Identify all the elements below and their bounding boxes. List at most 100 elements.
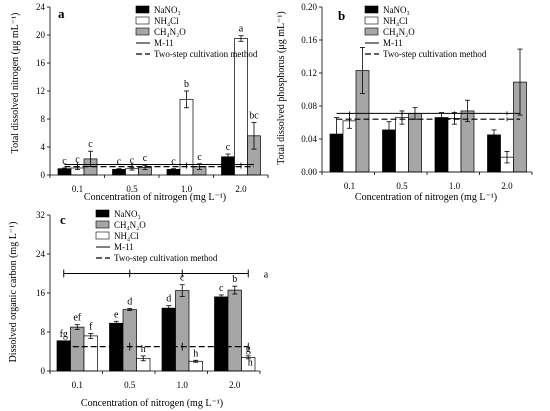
bar [408,113,422,173]
panel-a-label: a [58,6,65,21]
significance-letter: c [226,142,231,153]
panel-c: Dissolved organic carbon (mg L⁻¹) c 0 8 16… [8,209,269,409]
legend-label-m11: M-11 [114,242,134,252]
y-tick-label: 8 [41,327,46,337]
x-tick-label: 0.5 [126,184,138,194]
x-tick-label: 0.1 [344,181,355,191]
significance-letter: d [166,294,171,305]
significance-letter: a [264,270,269,281]
significance-letter: c [171,157,176,168]
panel-a-xticks: 0.1 0.5 1.0 2.0 [49,175,269,194]
significance-letter: b [232,274,237,285]
bar [447,118,462,173]
legend-swatch-nh4cl [135,16,150,25]
panel-c-label: c [60,212,66,227]
y-tick-label: 0 [41,170,46,180]
significance-letter: c [130,155,135,166]
significance-letter: h [248,357,253,368]
x-tick-label: 2.0 [501,181,513,191]
panel-a: Total dissolved nitrogen (μg mL⁻¹) a 0 4 8… [10,2,269,203]
significance-letter: d [127,297,132,308]
significance-letter: b [184,79,189,90]
significance-letter: c [117,157,122,168]
bar [487,134,501,173]
legend-label-nh4cl: NH₄Cl [154,16,179,26]
legend-swatch-nh4cl [95,231,110,240]
bar [395,117,409,173]
panel-c-error-bars [74,284,251,363]
significance-letter: c [180,273,185,284]
legend-label-nano3: NaNO₃ [154,5,181,15]
significance-letter: f [89,321,93,332]
bar [122,309,137,372]
panel-c-axes [49,215,260,372]
panel-b-xticks: 0.1 0.5 1.0 2.0 [321,172,533,191]
bar [214,296,229,372]
panel-c-legend: NaNO₃ CH₄N₂O NH₄Cl M-11 Two-step cultiva… [95,209,218,263]
x-tick-label: 0.5 [124,380,136,390]
legend-label-m11: M-11 [383,38,403,48]
bar [227,289,242,372]
bar [83,335,98,372]
y-tick-label: 0.00 [301,167,317,177]
legend-label-nano3: NaNO₃ [114,209,141,219]
panel-c-bars [56,289,256,372]
significance-letter: a [239,24,244,35]
y-tick-label: 4 [41,142,46,152]
panel-b: Total dissolved phosphorus (μg mL⁻¹) b 0… [276,2,533,203]
panel-b-axes [321,7,532,173]
x-tick-label: 0.5 [396,181,408,191]
y-tick-label: 32 [36,210,45,220]
y-tick-label: 0.16 [301,35,317,45]
significance-letter: c [62,156,67,167]
x-tick-label: 0.1 [72,184,83,194]
legend-label-ch4n2o: CH₄N₂O [383,27,415,37]
panel-b-xlabel: Concentration of nitrogen (mg L⁻¹) [355,192,497,203]
significance-letter: h [193,348,198,359]
legend-swatch-nh4cl [364,16,379,25]
panel-b-legend: NaNO₃ NH₄Cl CH₄N₂O M-11 Two-step cultiva… [364,5,487,59]
legend-swatch-nano3 [135,5,150,14]
panel-a-yticks: 0 4 8 12 16 20 24 [36,2,50,180]
significance-letter: ef [73,313,81,324]
y-tick-label: 8 [41,114,46,124]
significance-letter: c [197,152,202,163]
x-tick-label: 0.1 [72,380,83,390]
legend-swatch-ch4n2o [364,27,379,36]
panel-b-bars [329,70,527,173]
x-tick-label: 1.0 [177,380,189,390]
panel-c-ylabel: Dissolved organic carbon (mg L⁻¹) [8,222,19,363]
legend-label-m11: M-11 [154,38,174,48]
panel-a-ylabel: Total dissolved nitrogen (μg mL⁻¹) [10,13,21,154]
panel-c-yticks: 0 8 16 24 32 [36,210,50,376]
y-tick-label: 0.20 [301,2,317,12]
significance-letter: c [143,153,148,164]
legend-label-nh4cl: NH₄Cl [383,16,408,26]
y-tick-label: 0.08 [301,101,317,111]
significance-letter: h [141,344,146,355]
legend-label-two-step: Two-step cultivation method [383,49,487,59]
y-tick-label: 24 [36,249,46,259]
legend-swatch-ch4n2o [95,220,110,229]
panel-a-xlabel: Concentration of nitrogen (mg L⁻¹) [84,192,226,203]
legend-swatch-nano3 [95,209,110,218]
y-tick-label: 16 [36,288,46,298]
legend-label-ch4n2o: CH₄N₂O [114,220,146,230]
y-tick-label: 0.12 [301,68,317,78]
x-tick-label: 1.0 [181,184,193,194]
y-tick-label: 0 [41,366,46,376]
panel-b-reference-lines [336,111,520,122]
x-tick-label: 2.0 [229,380,241,390]
legend-label-two-step: Two-step cultivation method [114,253,218,263]
significance-letter: fg [60,329,68,340]
legend-swatch-ch4n2o [135,27,150,36]
significance-letter: e [114,309,119,320]
x-tick-label: 2.0 [235,184,247,194]
significance-letter: c [219,283,224,294]
legend-swatch-nano3 [364,5,379,14]
bar [188,360,203,372]
y-tick-label: 12 [36,86,45,96]
legend-label-nano3: NaNO₃ [383,5,410,15]
legend-label-nh4cl: NH₄Cl [114,231,139,241]
